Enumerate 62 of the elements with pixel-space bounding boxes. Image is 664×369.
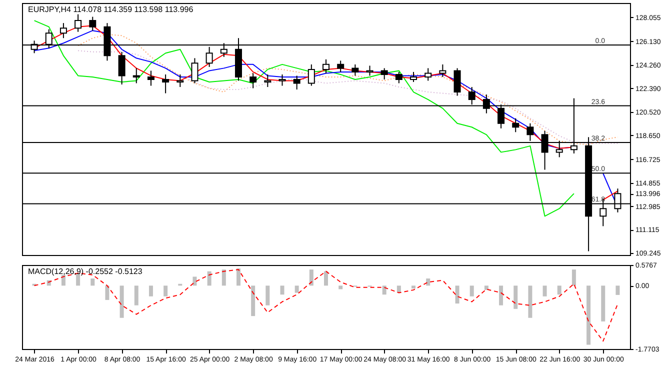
bar: [528, 286, 532, 318]
candlestick: [395, 71, 402, 84]
bar: [222, 270, 226, 286]
candlestick: [250, 72, 257, 89]
bar: [148, 286, 153, 296]
candlestick: [89, 16, 96, 32]
candlestick: [380, 68, 388, 80]
bar: [164, 286, 168, 296]
candlestick: [439, 64, 446, 78]
candlestick: [74, 14, 82, 32]
candlestick: [191, 58, 198, 84]
candlestick: [162, 74, 170, 94]
candlestick: [132, 68, 140, 84]
candlestick: [352, 64, 359, 76]
bar: [382, 286, 386, 295]
bar: [294, 286, 299, 293]
candlestick: [176, 74, 184, 88]
bar: [601, 286, 606, 322]
candlestick: [293, 75, 300, 90]
bar: [266, 286, 270, 306]
bar: [412, 286, 416, 289]
bar: [105, 286, 110, 300]
candlestick: [512, 118, 520, 133]
line-series: [34, 20, 574, 217]
bar: [236, 268, 240, 286]
bar: [572, 270, 576, 286]
candlestick: [60, 22, 67, 39]
line-series: [78, 50, 618, 144]
bar: [499, 286, 504, 306]
bar: [120, 286, 124, 318]
candlestick: [278, 74, 286, 86]
bar: [586, 286, 591, 345]
chart-title: MACD(12,26,9) -0.2552 -0.5123: [28, 267, 143, 276]
bar: [514, 286, 518, 309]
bar: [134, 286, 138, 306]
candlestick: [366, 65, 374, 76]
bar: [324, 271, 328, 286]
bar: [207, 271, 212, 286]
candlestick: [118, 51, 126, 85]
bar: [557, 286, 562, 295]
bar: [616, 286, 620, 295]
candlestick: [147, 70, 154, 86]
candlestick: [454, 68, 461, 96]
candlestick: [264, 74, 272, 88]
candlestick: [424, 68, 432, 82]
bar: [542, 286, 547, 296]
bar: [484, 286, 488, 290]
candlestick: [410, 71, 418, 82]
line-series: [78, 34, 618, 146]
candlestick: [337, 60, 344, 72]
bar: [280, 286, 284, 295]
bar: [192, 276, 197, 286]
bar: [90, 278, 95, 286]
bar: [251, 286, 256, 316]
bar: [338, 286, 343, 290]
candlestick: [308, 64, 315, 86]
bar: [309, 270, 314, 286]
candlestick: [322, 58, 330, 74]
bar: [426, 278, 430, 286]
bar: [470, 286, 474, 296]
bar: [455, 286, 460, 304]
chart-title: EURJPY,H4 114.078 114.359 113.598 113.996: [28, 5, 194, 14]
